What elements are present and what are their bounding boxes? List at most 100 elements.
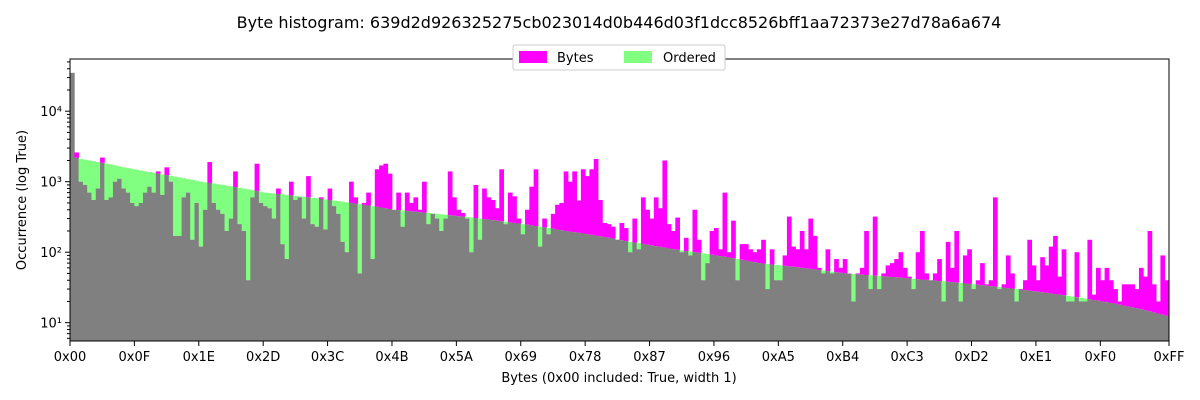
- bar-ordered: [246, 189, 251, 281]
- bar-bytes: [1053, 235, 1058, 295]
- bar-bytes: [945, 241, 951, 282]
- bar-bytes: [512, 196, 517, 223]
- bar-ordered: [134, 169, 140, 207]
- bar-overlap: [726, 257, 732, 341]
- bar-overlap: [263, 206, 268, 341]
- bar-overlap: [537, 246, 543, 341]
- bar-overlap: [804, 268, 809, 341]
- bar-overlap: [696, 252, 702, 341]
- bar-overlap: [671, 249, 676, 341]
- bar-overlap: [434, 218, 440, 341]
- bar-bytes: [1018, 289, 1024, 290]
- bar-ordered: [78, 158, 84, 182]
- x-tick-label: 0x1E: [183, 350, 215, 365]
- bar-overlap: [490, 220, 496, 341]
- bar-overlap: [748, 261, 753, 341]
- bar-ordered: [142, 171, 148, 193]
- bar-overlap: [752, 262, 758, 341]
- bar-bytes: [318, 197, 324, 199]
- bar-bytes: [585, 176, 590, 235]
- x-tick-label: 0x78: [569, 350, 602, 365]
- bar-ordered: [1070, 296, 1075, 302]
- bar-bytes: [1074, 252, 1080, 298]
- bar-overlap: [160, 194, 165, 341]
- bar-bytes: [855, 273, 861, 275]
- bar-overlap: [829, 273, 835, 341]
- bar-overlap: [1035, 291, 1041, 341]
- bar-bytes: [812, 235, 818, 270]
- bar-ordered: [971, 284, 977, 290]
- bar-overlap: [692, 252, 698, 341]
- bar-overlap: [628, 252, 633, 341]
- bar-ordered: [138, 170, 144, 203]
- bar-overlap: [361, 204, 367, 341]
- bar-ordered: [160, 174, 165, 195]
- bar-overlap: [82, 184, 88, 341]
- bar-ordered: [705, 254, 711, 264]
- bar-overlap: [121, 188, 127, 341]
- bar-overlap: [246, 280, 251, 341]
- bar-overlap: [731, 258, 736, 341]
- bar-overlap: [997, 289, 1002, 341]
- bar-ordered: [151, 172, 157, 193]
- bar-overlap: [941, 301, 947, 341]
- bar-overlap: [366, 205, 371, 341]
- bar-overlap: [778, 280, 784, 341]
- bar-overlap: [1091, 299, 1097, 341]
- bar-bytes: [1134, 289, 1140, 309]
- bar-overlap: [78, 181, 84, 341]
- bar-overlap: [151, 192, 157, 341]
- bar-overlap: [585, 234, 590, 341]
- bar-overlap: [971, 289, 977, 341]
- bar-bytes: [902, 267, 908, 279]
- bar-overlap: [701, 280, 706, 341]
- bar-ordered: [546, 228, 552, 235]
- bar-bytes: [606, 224, 612, 238]
- bar-ordered: [778, 265, 784, 281]
- bar-bytes: [898, 252, 904, 278]
- bar-bytes: [795, 249, 801, 268]
- bar-ordered: [774, 264, 779, 281]
- bar-overlap: [1014, 301, 1020, 341]
- bar-overlap: [228, 218, 234, 341]
- x-tick-label: 0x96: [698, 350, 731, 365]
- bar-overlap: [215, 209, 221, 341]
- bar-overlap: [619, 240, 625, 341]
- bar-bytes: [791, 246, 796, 267]
- bar-overlap: [276, 193, 281, 341]
- bar-bytes: [589, 169, 595, 235]
- bar-overlap: [932, 280, 938, 341]
- bar-ordered: [82, 159, 88, 185]
- bar-bytes: [164, 167, 170, 176]
- x-tick-label: 0xD2: [954, 350, 988, 365]
- bar-overlap: [340, 241, 346, 341]
- bar-bytes: [907, 276, 912, 279]
- bar-overlap: [744, 260, 749, 341]
- bar-overlap: [705, 263, 711, 341]
- bar-bytes: [495, 208, 500, 221]
- bar-overlap: [271, 218, 277, 341]
- bar-overlap: [885, 276, 891, 341]
- bar-bytes: [387, 173, 393, 209]
- bar-ordered: [426, 212, 432, 225]
- bar-overlap: [559, 230, 565, 341]
- bar-bytes: [417, 209, 423, 213]
- bar-bytes: [632, 218, 638, 243]
- bar-overlap: [799, 267, 805, 341]
- bar-ordered: [280, 194, 286, 245]
- bar-bytes: [640, 197, 646, 244]
- bar-overlap: [920, 279, 925, 341]
- bar-overlap: [735, 280, 741, 341]
- bar-overlap: [194, 202, 200, 341]
- bar-overlap: [1083, 301, 1088, 341]
- bar-ordered: [636, 243, 642, 250]
- bar-overlap: [563, 230, 569, 341]
- bar-overlap: [984, 285, 990, 341]
- bar-bytes: [1138, 267, 1144, 310]
- bar-bytes: [1035, 280, 1041, 292]
- bar-bytes: [288, 181, 294, 196]
- bar-overlap: [1065, 301, 1071, 341]
- bar-ordered: [1078, 297, 1084, 302]
- bar-overlap: [606, 237, 612, 341]
- bar-overlap: [774, 280, 779, 341]
